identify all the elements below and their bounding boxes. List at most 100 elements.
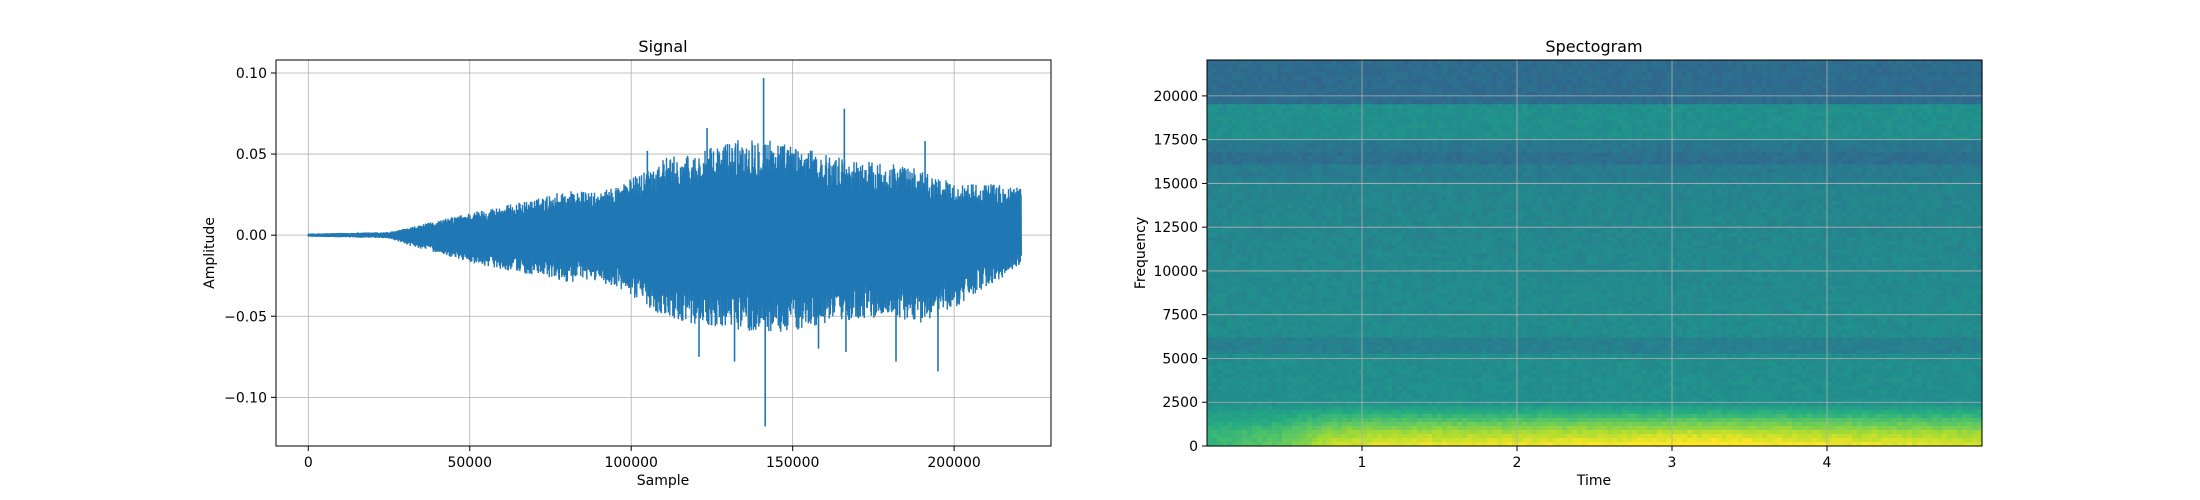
spectrogram-cell bbox=[1407, 425, 1413, 431]
spectrogram-cell bbox=[1387, 100, 1393, 105]
spectrogram-cell bbox=[1272, 417, 1278, 423]
spectrogram-cell bbox=[1387, 337, 1393, 343]
spectrogram-cell bbox=[1252, 317, 1258, 322]
spectrogram-cell bbox=[1402, 305, 1408, 310]
spectrogram-cell bbox=[1447, 180, 1453, 186]
spectrogram-cell bbox=[1342, 393, 1348, 399]
spectrogram-cell bbox=[1212, 220, 1218, 226]
spectrogram-cell bbox=[1337, 261, 1343, 266]
spectrogram-cell bbox=[1217, 196, 1223, 202]
spectrogram-cell bbox=[1402, 333, 1408, 339]
spectrogram-cell bbox=[1237, 397, 1243, 403]
spectrogram-cell bbox=[1352, 176, 1358, 182]
spectrogram-cell bbox=[1397, 425, 1403, 431]
spectrogram-cell bbox=[1237, 369, 1243, 375]
spectrogram-cell bbox=[1382, 64, 1388, 69]
spectrogram-cell bbox=[1422, 433, 1428, 439]
spectrogram-cell bbox=[1232, 413, 1238, 419]
spectrogram-cell bbox=[1432, 112, 1438, 117]
spectrogram-cell bbox=[1297, 244, 1303, 250]
spectrogram-cell bbox=[1207, 317, 1213, 322]
spectrogram-cell bbox=[1217, 433, 1223, 439]
spectrogram-cell bbox=[1277, 357, 1283, 363]
spectrogram-cell bbox=[1357, 321, 1363, 326]
spectrogram-cell bbox=[1457, 361, 1463, 367]
spectrogram-cell bbox=[1442, 80, 1448, 85]
spectrogram-cell bbox=[1367, 253, 1373, 258]
spectrogram-cell bbox=[1262, 212, 1268, 218]
spectrogram-cell bbox=[1242, 401, 1248, 407]
spectrogram-cell bbox=[1462, 100, 1468, 105]
spectrogram-cell bbox=[1352, 96, 1358, 101]
spectrogram-cell bbox=[1237, 285, 1243, 290]
spectrogram-cell bbox=[1362, 96, 1368, 101]
spectrogram-cell bbox=[1337, 389, 1343, 395]
spectrogram-cell bbox=[1322, 393, 1328, 399]
spectrogram-cell bbox=[1392, 301, 1398, 306]
spectrogram-cell bbox=[1457, 329, 1463, 335]
spectrogram-cell bbox=[1447, 228, 1453, 234]
spectrogram-cell bbox=[1367, 349, 1373, 355]
spectrogram-cell bbox=[1412, 297, 1418, 302]
spectrogram-cell bbox=[1382, 421, 1388, 427]
spectrogram-cell bbox=[1337, 184, 1343, 190]
spectrogram-cell bbox=[1457, 216, 1463, 222]
spectrogram-cell bbox=[1432, 148, 1438, 154]
spectrogram-cell bbox=[1292, 441, 1298, 447]
spectrogram-cell bbox=[1412, 345, 1418, 351]
spectrogram-cell bbox=[1232, 253, 1238, 258]
spectrogram-cell bbox=[1447, 389, 1453, 395]
spectrogram-cell bbox=[1347, 437, 1353, 443]
spectrogram-cell bbox=[1442, 289, 1448, 294]
spectrogram-cell bbox=[1412, 124, 1418, 129]
spectrogram-cell bbox=[1362, 168, 1368, 174]
spectrogram-cell bbox=[1452, 337, 1458, 343]
spectrogram-cell bbox=[1437, 212, 1443, 218]
spectrogram-cell bbox=[1412, 212, 1418, 218]
spectrogram-cell bbox=[1312, 289, 1318, 294]
spectrogram-cell bbox=[1302, 409, 1308, 415]
spectrogram-cell bbox=[1382, 208, 1388, 214]
spectrogram-cell bbox=[1267, 192, 1273, 198]
spectrogram-cell bbox=[1457, 265, 1463, 270]
spectrogram-cell bbox=[1297, 369, 1303, 375]
spectrogram-cell bbox=[1407, 289, 1413, 294]
spectrogram-cell bbox=[1377, 152, 1383, 158]
spectrogram-cell bbox=[1302, 128, 1308, 133]
spectrogram-cell bbox=[1287, 104, 1293, 109]
spectrogram-cell bbox=[1362, 345, 1368, 351]
spectrogram-cell bbox=[1347, 305, 1353, 310]
spectrogram-cell bbox=[1312, 361, 1318, 367]
spectrogram-cell bbox=[1322, 365, 1328, 371]
spectrogram-cell bbox=[1397, 377, 1403, 383]
spectrogram-cell bbox=[1322, 172, 1328, 178]
spectrogram-cell bbox=[1457, 84, 1463, 89]
spectrogram-cell bbox=[1277, 433, 1283, 439]
spectrogram-cell bbox=[1322, 216, 1328, 222]
spectrogram-cell bbox=[1317, 365, 1323, 371]
spectrogram-cell bbox=[1247, 84, 1253, 89]
spectrogram-cell bbox=[1267, 72, 1273, 77]
spectrogram-cell bbox=[1347, 172, 1353, 178]
spectrogram-cell bbox=[1257, 180, 1263, 186]
spectrogram-cell bbox=[1222, 285, 1228, 290]
spectrogram-cell bbox=[1262, 345, 1268, 351]
spectrogram-cell bbox=[1217, 397, 1223, 403]
spectrogram-cell bbox=[1227, 417, 1233, 423]
spectrogram-cell bbox=[1402, 192, 1408, 198]
spectrogram-cell bbox=[1387, 92, 1393, 97]
spectrogram-cell bbox=[1247, 168, 1253, 174]
spectrogram-cell bbox=[1292, 204, 1298, 210]
spectrogram-cell bbox=[1457, 405, 1463, 411]
spectrogram-cell bbox=[1362, 385, 1368, 391]
spectrogram-cell bbox=[1272, 204, 1278, 210]
spectrogram-cell bbox=[1272, 248, 1278, 254]
spectrogram-cell bbox=[1412, 180, 1418, 186]
spectrogram-cell bbox=[1317, 325, 1323, 330]
spectrogram-cell bbox=[1457, 176, 1463, 182]
spectrogram-cell bbox=[1257, 377, 1263, 383]
spectrogram-cell bbox=[1382, 405, 1388, 411]
spectrogram-cell bbox=[1317, 188, 1323, 194]
spectrogram-cell bbox=[1297, 120, 1303, 125]
spectrogram-cell bbox=[1232, 393, 1238, 399]
